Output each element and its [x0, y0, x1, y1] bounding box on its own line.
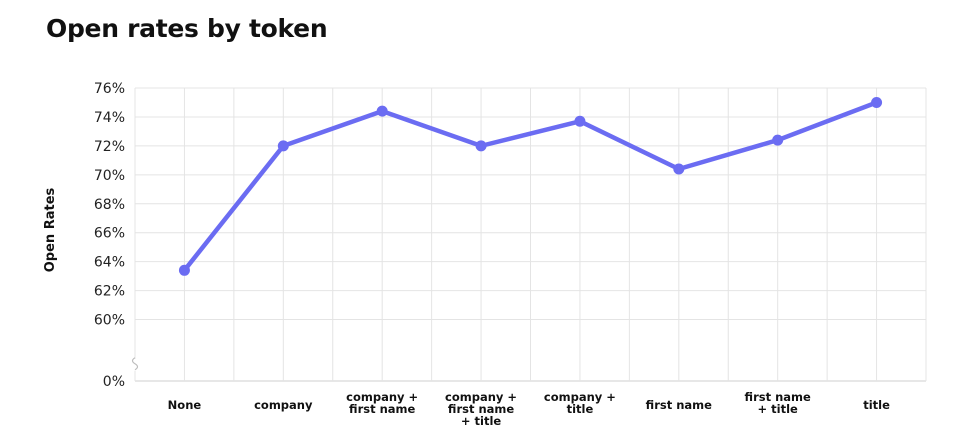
series-line: [182, 100, 879, 273]
y-tick-labels: 0% 60% 62% 64% 66% 68% 70% 72% 74% 76%: [94, 81, 125, 390]
y-tick-label: 66%: [94, 226, 125, 242]
x-category-label: company + title: [544, 390, 616, 416]
data-point: [277, 140, 289, 152]
x-category-label: first name + title: [745, 390, 811, 416]
data-point: [673, 163, 685, 175]
y-tick-label: 76%: [94, 81, 125, 97]
y-tick-label: 60%: [94, 313, 125, 329]
y-tick-label: 74%: [94, 110, 125, 126]
series-line-group: [178, 96, 883, 276]
data-point: [772, 134, 784, 146]
y-axis-break: [129, 357, 141, 371]
x-category-label: first name: [646, 398, 712, 412]
x-category-labels: None company company + first name company + f…: [168, 390, 890, 428]
x-category-label: company + first name + title: [445, 390, 517, 428]
data-point: [376, 105, 388, 117]
chart-title: Open rates by token: [46, 14, 328, 43]
y-tick-label: 62%: [94, 284, 125, 300]
y-tick-label: 64%: [94, 255, 125, 271]
y-tick-label: 0%: [103, 374, 125, 390]
y-axis-label: Open Rates: [43, 187, 58, 272]
x-category-label: company + first name: [346, 390, 418, 416]
data-point: [574, 115, 586, 127]
y-tick-label: 68%: [94, 197, 125, 213]
grid-lines: [134, 87, 927, 382]
x-category-label: None: [168, 398, 202, 412]
break-squiggle: [131, 357, 139, 371]
data-point: [871, 96, 883, 108]
y-tick-label: 72%: [94, 139, 125, 155]
y-tick-label: 70%: [94, 168, 125, 184]
data-point: [475, 140, 487, 152]
data-point: [178, 264, 190, 276]
x-category-label: title: [863, 398, 890, 412]
x-category-label: company: [254, 398, 313, 412]
break-mask: [129, 358, 141, 371]
